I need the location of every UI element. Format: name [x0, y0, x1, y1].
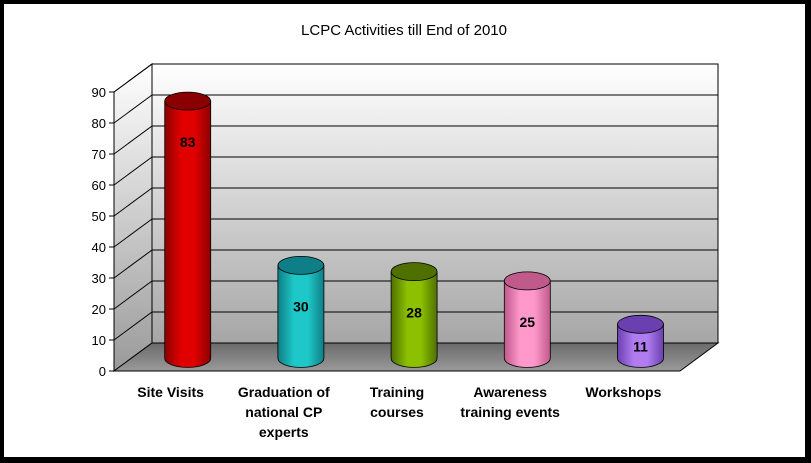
y-tick-label: 0	[99, 364, 106, 379]
bar: 83	[164, 91, 212, 368]
gridline-side	[113, 63, 153, 93]
x-tick-label: Training courses	[370, 384, 424, 420]
bar-top	[503, 271, 551, 291]
bar-body	[503, 280, 551, 368]
y-tick-label: 60	[92, 178, 106, 193]
data-label: 30	[293, 298, 309, 314]
chart-title: LCPC Activities till End of 2010	[301, 22, 507, 39]
bars: 83 30 28 25 11	[164, 91, 664, 368]
bar-body	[617, 323, 664, 368]
x-tick-label: Workshops	[585, 384, 661, 400]
bar-chart: LCPC Activities till End of 2010 0 10 20 30…	[92, 22, 720, 440]
y-tick-label: 70	[92, 147, 106, 162]
y-tick-label: 10	[92, 333, 106, 348]
y-tick-label: 80	[92, 116, 106, 131]
gridline-side	[113, 94, 153, 124]
gridline-side	[113, 156, 153, 186]
gridline-side	[113, 280, 153, 310]
bar: 25	[503, 271, 551, 368]
data-label: 28	[406, 305, 422, 321]
gridlines	[113, 63, 718, 341]
gridline-side	[113, 218, 153, 248]
x-tick-label: Awareness training events	[460, 384, 560, 420]
bar-top	[617, 314, 664, 334]
bar: 30	[277, 255, 325, 368]
bar-top	[390, 262, 438, 282]
y-tick-label: 40	[92, 240, 106, 255]
y-axis: 0 10 20 30 40 50 60 70 80 90	[92, 85, 115, 379]
side-wall	[113, 63, 153, 372]
bar-body	[277, 265, 325, 368]
data-label: 25	[520, 314, 536, 330]
bar: 28	[390, 262, 438, 368]
x-tick-label: Site Visits	[137, 384, 204, 400]
y-tick-label: 20	[92, 302, 106, 317]
x-tick-label: Graduation of national CP experts	[238, 384, 330, 440]
x-axis-labels: Site Visits Graduation of national CP exper…	[137, 384, 661, 440]
data-label: 83	[180, 134, 196, 150]
data-label: 11	[633, 338, 648, 354]
y-tick-label: 50	[92, 209, 106, 224]
bar-body	[390, 271, 438, 368]
bar-top	[277, 255, 325, 275]
gridline-side	[113, 187, 153, 217]
gridline-side	[113, 249, 153, 279]
chart-frame: LCPC Activities till End of 2010 0 10 20 30…	[4, 4, 805, 457]
y-tick-label: 30	[92, 271, 106, 286]
y-tick-label: 90	[92, 85, 106, 100]
bar-body	[164, 100, 212, 368]
gridline-side	[113, 311, 153, 341]
bar: 11	[617, 314, 664, 368]
bar-top	[164, 91, 212, 111]
gridline-side	[113, 125, 153, 155]
